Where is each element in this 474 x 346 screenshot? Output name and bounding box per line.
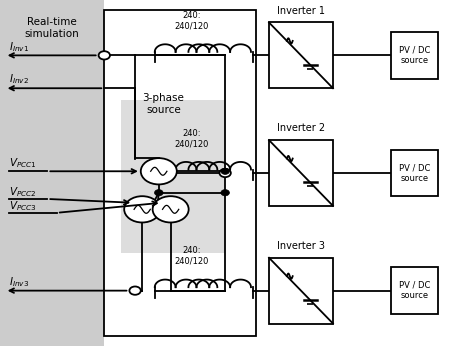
Circle shape <box>141 158 177 184</box>
Circle shape <box>124 196 160 222</box>
Text: 240:
240/120: 240: 240/120 <box>175 11 209 30</box>
Text: PV / DC
source: PV / DC source <box>399 46 430 65</box>
Text: Inverter 2: Inverter 2 <box>277 123 325 133</box>
Text: Inverter 1: Inverter 1 <box>277 6 325 16</box>
Text: PV / DC
source: PV / DC source <box>399 163 430 183</box>
Bar <box>269 140 333 206</box>
Bar <box>391 267 438 314</box>
Bar <box>269 258 333 324</box>
Text: 240:
240/120: 240: 240/120 <box>175 246 209 266</box>
Bar <box>391 149 438 197</box>
Text: 240:
240/120: 240: 240/120 <box>175 129 209 148</box>
Text: 3-phase
source: 3-phase source <box>143 93 184 115</box>
Text: $V_{PCC2}$: $V_{PCC2}$ <box>9 185 37 199</box>
Bar <box>391 32 438 79</box>
Text: Inverter 3: Inverter 3 <box>277 241 325 251</box>
Text: PV / DC
source: PV / DC source <box>399 281 430 300</box>
Circle shape <box>99 51 110 60</box>
Circle shape <box>221 168 229 174</box>
Text: $I_{Inv2}$: $I_{Inv2}$ <box>9 73 29 86</box>
Text: $V_{PCC3}$: $V_{PCC3}$ <box>9 199 37 213</box>
Text: Real-time
simulation: Real-time simulation <box>25 17 80 39</box>
Circle shape <box>129 286 141 295</box>
Circle shape <box>155 190 163 196</box>
Text: $I_{Inv1}$: $I_{Inv1}$ <box>9 40 29 54</box>
Bar <box>0 0 104 346</box>
Bar <box>121 100 225 253</box>
Bar <box>104 10 256 336</box>
Circle shape <box>219 169 231 177</box>
Text: $V_{PCC1}$: $V_{PCC1}$ <box>9 156 37 170</box>
Bar <box>269 22 333 88</box>
Text: $I_{Inv3}$: $I_{Inv3}$ <box>9 275 30 289</box>
Circle shape <box>153 196 189 222</box>
Circle shape <box>221 190 229 196</box>
